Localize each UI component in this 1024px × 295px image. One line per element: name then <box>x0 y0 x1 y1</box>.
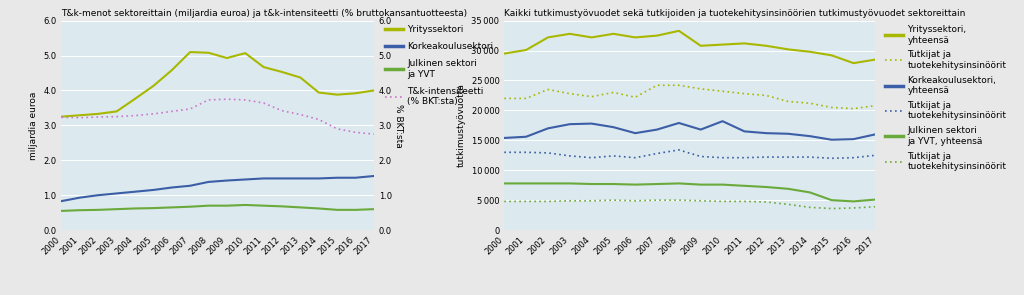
Legend: Yrityssektori,
yhteensä, Tutkijat ja
tuotekehitysinsinöörit, Korkeakoulusektori,: Yrityssektori, yhteensä, Tutkijat ja tuo… <box>885 25 1007 171</box>
Y-axis label: miljardia euroa: miljardia euroa <box>29 91 38 160</box>
Y-axis label: tutkimustyövuotta: tutkimustyövuotta <box>457 83 466 167</box>
Text: T&k-menot sektoreittain (miljardia euroa) ja t&k-intensiteetti (% bruttokansantu: T&k-menot sektoreittain (miljardia euroa… <box>61 9 468 19</box>
Text: Kaikki tutkimustyövuodet sekä tutkijoiden ja tuotekehitysinsinöörien tutkimustyö: Kaikki tutkimustyövuodet sekä tutkijoide… <box>504 9 966 19</box>
Y-axis label: % BKT:sta: % BKT:sta <box>394 104 403 147</box>
Legend: Yrityssektori, Korkeakoulusektori, Julkinen sektori
ja YVT, T&k-intensiteetti
(%: Yrityssektori, Korkeakoulusektori, Julki… <box>385 25 494 106</box>
